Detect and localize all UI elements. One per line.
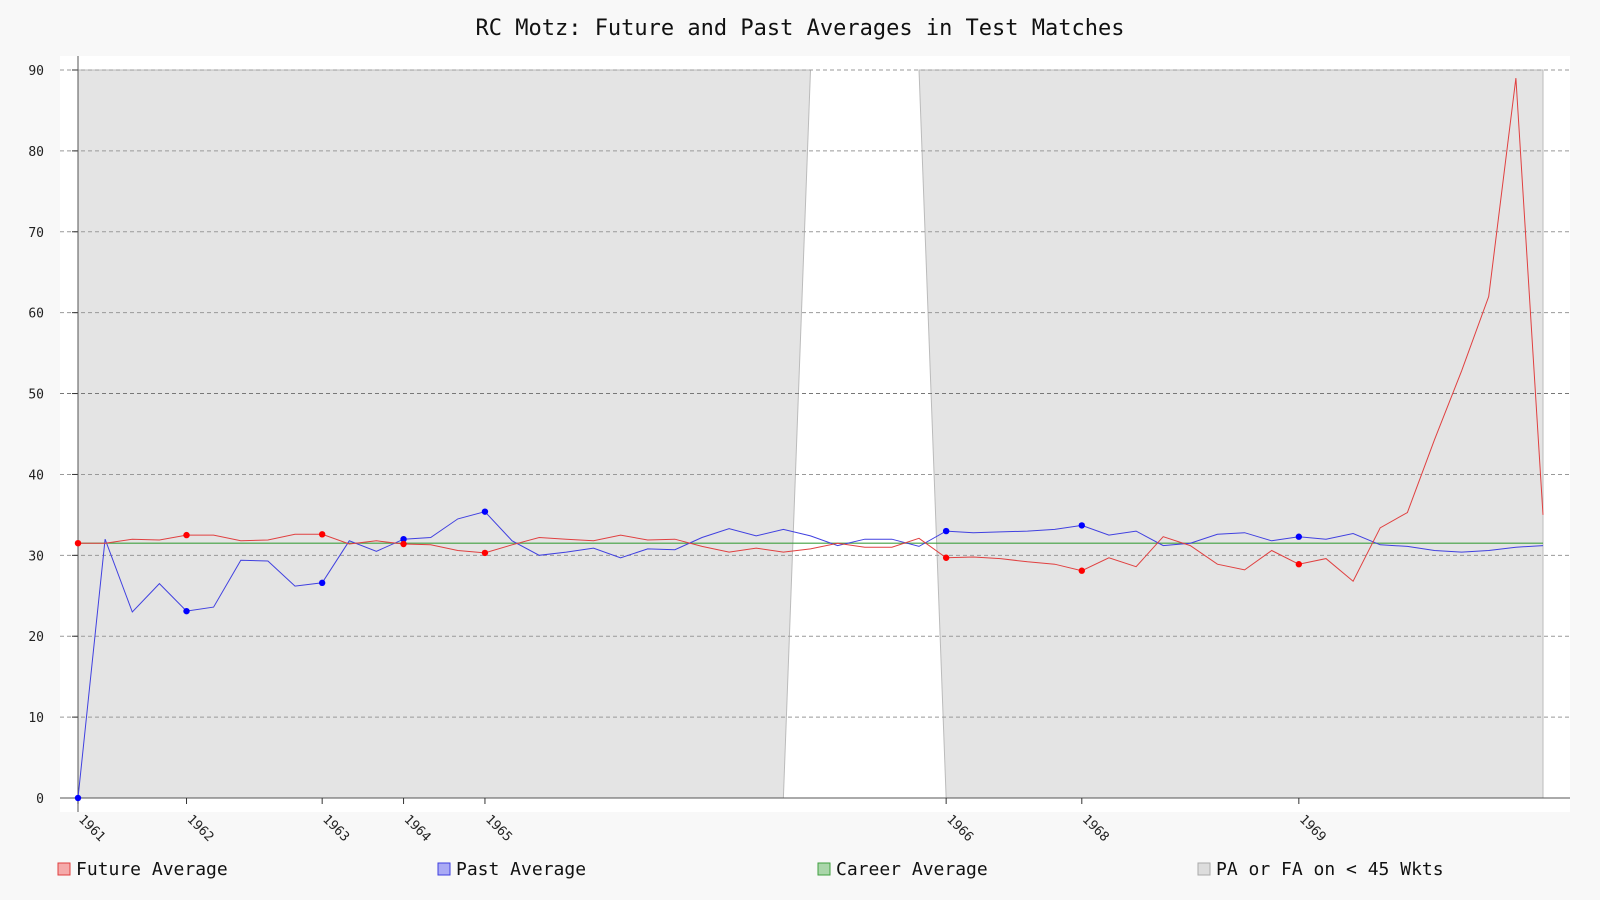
y-tick-label: 70 [28, 226, 44, 241]
x-tick-label-1965: 1965 [482, 812, 515, 845]
past-average-point [183, 607, 190, 615]
future-average-point [400, 540, 407, 548]
y-tick-label: 50 [28, 388, 44, 403]
chart-title: RC Motz: Future and Past Averages in Tes… [475, 16, 1124, 41]
x-tick-label-1961: 1961 [75, 812, 108, 845]
future-average-point [1078, 567, 1085, 574]
y-tick-label: 20 [28, 630, 44, 645]
shaded-region-layer [77, 69, 1544, 799]
x-tick-label-1968: 1968 [1079, 812, 1112, 845]
x-tick-label-1962: 1962 [184, 812, 217, 845]
future-average-point [183, 531, 190, 539]
y-tick-label: 0 [36, 792, 44, 807]
past-average-point [1078, 522, 1085, 529]
past-average-point [942, 527, 950, 535]
past-average-point [400, 535, 407, 543]
y-tick-label: 80 [28, 145, 44, 160]
future-average-point [942, 554, 950, 561]
legend-swatch-future-average [57, 862, 71, 876]
past-average-point [481, 508, 489, 515]
past-average-point [318, 579, 326, 587]
shaded-region-left [77, 69, 812, 799]
legend-label-pa-or-fa-on-45-wkts: PA or FA on < 45 Wkts [1216, 859, 1444, 880]
future-average-point [318, 531, 326, 538]
x-tick-label-1969: 1969 [1296, 812, 1329, 845]
past-average-point [1295, 533, 1303, 540]
x-tick-label-1963: 1963 [319, 812, 352, 845]
legend-label-future-average: Future Average [76, 859, 228, 880]
legend-swatch-past-average [437, 862, 451, 876]
y-tick-label: 60 [28, 307, 44, 322]
y-tick-label: 10 [28, 711, 44, 726]
x-tick-label-1964: 1964 [401, 812, 434, 845]
legend-swatch-career-average [817, 862, 831, 876]
y-tick-label: 30 [28, 549, 44, 564]
past-average-point [74, 794, 82, 802]
legend-label-career-average: Career Average [836, 859, 988, 880]
shaded-region-right [918, 69, 1544, 799]
future-average-point [1295, 561, 1303, 568]
y-tick-label: 40 [28, 468, 44, 483]
future-average-point [481, 549, 489, 557]
y-tick-label: 90 [28, 64, 44, 79]
legend-label-past-average: Past Average [456, 859, 586, 880]
legend: Future Average Past Average Career Average… [57, 859, 1444, 880]
x-tick-label-1966: 1966 [943, 812, 976, 845]
series-layer [74, 78, 1544, 802]
future-average-point [74, 540, 82, 547]
legend-swatch-pa-or-fa-on-45-wkts [1197, 862, 1211, 876]
